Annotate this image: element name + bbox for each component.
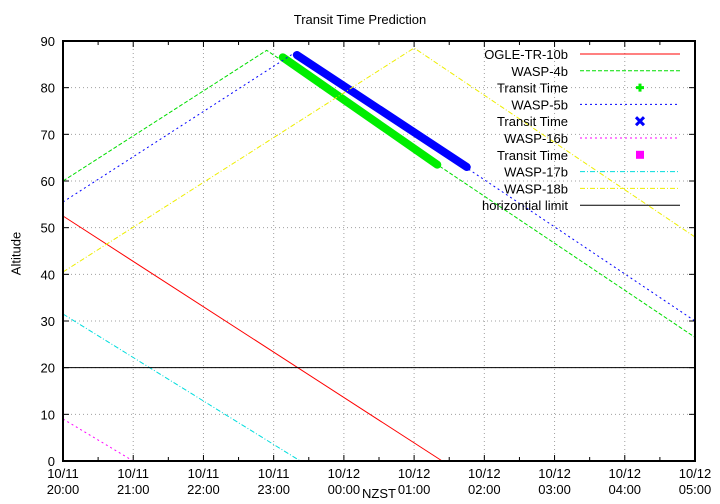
x-tick-label: 00:00	[328, 482, 361, 497]
legend-label: WASP-16b	[504, 131, 568, 146]
x-tick-label: 10/12	[609, 466, 642, 481]
x-tick-label: 03:00	[538, 482, 571, 497]
legend-label: Transit Time	[497, 81, 568, 96]
transit-band	[278, 53, 442, 169]
series-line	[62, 52, 696, 322]
x-axis-label: NZST	[362, 486, 396, 501]
x-tick-label: 10/12	[398, 466, 431, 481]
legend-label: horizontial limit	[482, 198, 568, 213]
series-line	[62, 215, 443, 462]
y-tick-label: 30	[41, 314, 55, 329]
y-tick-label: 60	[41, 174, 55, 189]
y-tick-label: 80	[41, 81, 55, 96]
x-tick-label: 10/12	[468, 466, 501, 481]
legend-marker	[634, 116, 646, 127]
x-tick-label: 02:00	[468, 482, 501, 497]
x-tick-label: 22:00	[187, 482, 220, 497]
legend-label: OGLE-TR-10b	[484, 47, 568, 62]
legend-marker	[636, 150, 644, 159]
legend-label: WASP-4b	[511, 64, 568, 79]
x-tick-label: 01:00	[398, 482, 431, 497]
x-tick-label: 04:00	[609, 482, 642, 497]
x-tick-label: 23:00	[257, 482, 290, 497]
y-tick-label: 40	[41, 267, 55, 282]
x-tick-label: 05:00	[679, 482, 712, 497]
y-tick-label: 70	[41, 127, 55, 142]
series-line	[62, 313, 301, 462]
y-tick-label: 20	[41, 361, 55, 376]
x-tick-label: 21:00	[117, 482, 150, 497]
plot-frame	[62, 40, 696, 462]
legend-label: Transit Time	[497, 114, 568, 129]
y-tick-label: 10	[41, 407, 55, 422]
x-tick-label: 10/12	[328, 466, 361, 481]
y-tick-label: 50	[41, 221, 55, 236]
x-tick-label: 10/11	[47, 466, 79, 481]
legend-marker	[636, 83, 644, 92]
series-line	[62, 418, 134, 462]
x-tick-label: 10/11	[188, 466, 220, 481]
legend-label: WASP-5b	[511, 97, 568, 112]
series-line	[62, 49, 696, 338]
legend-label: WASP-18b	[504, 181, 568, 196]
y-tick-label: 0	[48, 454, 55, 469]
x-tick-label: 10/11	[117, 466, 149, 481]
x-tick-label: 10/12	[679, 466, 712, 481]
x-tick-label: 10/11	[258, 466, 290, 481]
series-line	[62, 47, 696, 273]
chart-title: Transit Time Prediction	[293, 12, 427, 27]
legend-label: WASP-17b	[504, 165, 568, 180]
x-tick-label: 10/12	[538, 466, 571, 481]
y-tick-label: 90	[41, 34, 55, 49]
legend-label: Transit Time	[497, 148, 568, 163]
x-tick-label: 20:00	[47, 482, 80, 497]
transit-band	[292, 51, 471, 171]
